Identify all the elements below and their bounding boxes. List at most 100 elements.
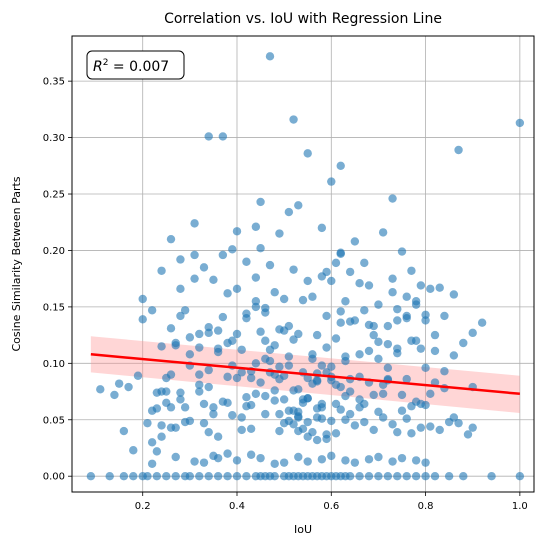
scatter-point (402, 414, 411, 423)
scatter-point (468, 423, 477, 432)
scatter-point (487, 471, 496, 481)
scatter-point (237, 413, 246, 422)
scatter-point (237, 345, 246, 354)
scatter-point (180, 417, 190, 427)
scatter-point (261, 308, 270, 317)
scatter-point (360, 417, 369, 427)
scatter-point (256, 378, 265, 387)
scatter-point (199, 458, 209, 467)
scatter-point (440, 311, 449, 321)
scatter-point (421, 363, 430, 373)
scatter-point (275, 362, 284, 371)
scatter-point (322, 311, 331, 321)
scatter-point (378, 413, 388, 422)
scatter-point (331, 399, 341, 409)
scatter-point (199, 399, 209, 409)
scatter-point (289, 265, 298, 274)
scatter-point (251, 302, 261, 312)
scatter-point (411, 336, 421, 345)
scatter-point (331, 258, 341, 268)
scatter-point (378, 389, 388, 399)
scatter-point (162, 373, 171, 383)
scatter-point (341, 415, 350, 424)
scatter-point (204, 382, 213, 392)
scatter-point (421, 400, 430, 410)
scatter-point (393, 304, 402, 314)
scatter-point (345, 267, 355, 277)
scatter-point (374, 452, 383, 462)
scatter-point (312, 435, 322, 445)
scatter-point (459, 471, 468, 481)
scatter-point (204, 132, 213, 141)
scatter-point (223, 398, 232, 408)
scatter-point (147, 459, 157, 468)
scatter-point (157, 266, 166, 275)
scatter-point (369, 390, 378, 400)
scatter-point (369, 330, 378, 340)
scatter-point (388, 194, 397, 203)
scatter-point (308, 292, 317, 301)
y-tick-label: 0.00 (43, 472, 65, 483)
scatter-point (176, 284, 185, 294)
scatter-point (213, 326, 223, 335)
chart-title: Correlation vs. IoU with Regression Line (164, 11, 442, 27)
scatter-point (171, 471, 180, 481)
scatter-point (426, 422, 435, 431)
scatter-point (308, 427, 317, 437)
scatter-point (204, 365, 213, 375)
scatter-point (284, 352, 294, 361)
y-tick-label: 0.15 (43, 302, 65, 313)
scatter-point (209, 275, 218, 285)
scatter-point (350, 458, 360, 467)
scatter-point (440, 367, 449, 376)
scatter-point (444, 471, 454, 481)
scatter-point (294, 329, 303, 339)
scatter-point (312, 404, 322, 413)
scatter-point (157, 421, 166, 430)
scatter-point (242, 309, 251, 318)
scatter-point (223, 449, 232, 458)
scatter-point (383, 339, 393, 349)
annotation-box (86, 50, 185, 80)
scatter-point (364, 281, 374, 290)
scatter-point (303, 417, 312, 427)
scatter-point (166, 324, 176, 333)
scatter-point (242, 392, 251, 402)
scatter-point (129, 471, 138, 481)
scatter-point (228, 411, 237, 420)
scatter-point (251, 273, 261, 282)
scatter-point (119, 471, 129, 481)
scatter-point (397, 453, 407, 463)
scatter-point (190, 219, 199, 228)
r-squared-text: R2 = 0.007 (93, 58, 169, 75)
scatter-point (110, 390, 119, 400)
scatter-point (246, 450, 256, 459)
scatter-point (421, 458, 430, 467)
scatter-point (327, 451, 336, 461)
scatter-point (157, 342, 166, 351)
scatter-point (463, 430, 473, 439)
scatter-point (294, 201, 303, 210)
x-tick-label: 1.0 (512, 501, 528, 512)
scatter-point (317, 455, 327, 464)
scatter-point (298, 295, 308, 305)
scatter-point (421, 316, 430, 325)
scatter-point (317, 414, 327, 423)
scatter-point (190, 250, 199, 260)
scatter-point (246, 424, 256, 433)
scatter-point (374, 471, 383, 481)
scatter-point (190, 274, 199, 283)
scatter-point (411, 300, 421, 309)
scatter-point (166, 423, 176, 432)
scatter-point (477, 318, 487, 327)
scatter-point (166, 234, 176, 244)
scatter-point (411, 456, 421, 465)
scatter-point (350, 237, 360, 246)
scatter-point (459, 338, 468, 348)
scatter-point (397, 390, 407, 400)
scatter-point (242, 471, 251, 481)
regression-line-path (90, 353, 520, 396)
scatter-point (195, 387, 204, 396)
grid-lines (72, 36, 534, 492)
scatter-point (317, 361, 327, 370)
